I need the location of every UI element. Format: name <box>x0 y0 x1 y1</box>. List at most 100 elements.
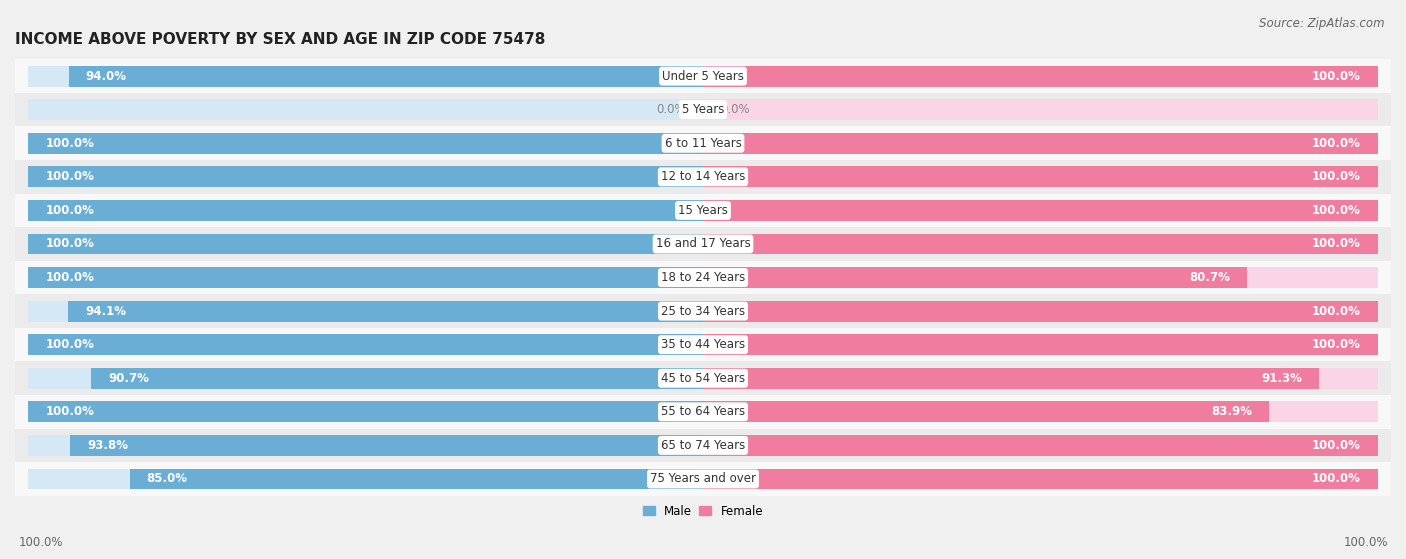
Bar <box>703 435 1378 456</box>
Bar <box>703 200 1378 221</box>
Bar <box>28 133 703 154</box>
Bar <box>28 401 703 422</box>
Bar <box>15 295 1391 328</box>
Bar <box>703 267 1247 288</box>
Text: 100.0%: 100.0% <box>45 271 94 284</box>
Bar <box>15 59 1391 93</box>
Text: 100.0%: 100.0% <box>1312 238 1361 250</box>
Text: 0.0%: 0.0% <box>657 103 686 116</box>
Text: 65 to 74 Years: 65 to 74 Years <box>661 439 745 452</box>
Text: 94.0%: 94.0% <box>86 70 127 83</box>
Bar <box>70 435 703 456</box>
Bar <box>15 160 1391 193</box>
Text: 100.0%: 100.0% <box>45 238 94 250</box>
Text: 91.3%: 91.3% <box>1261 372 1302 385</box>
Bar <box>703 133 1378 154</box>
Bar <box>703 468 1378 489</box>
Bar <box>129 468 703 489</box>
Bar <box>28 401 703 422</box>
Bar <box>703 234 1378 254</box>
Bar <box>69 301 703 321</box>
Bar <box>15 260 1391 295</box>
Bar <box>28 234 703 254</box>
Text: 15 Years: 15 Years <box>678 204 728 217</box>
Bar <box>703 368 1378 389</box>
Bar <box>28 468 703 489</box>
Bar <box>69 66 703 87</box>
Bar <box>28 66 703 87</box>
Bar <box>15 362 1391 395</box>
Bar <box>28 368 703 389</box>
Bar <box>28 200 703 221</box>
Text: 100.0%: 100.0% <box>45 137 94 150</box>
Text: 25 to 34 Years: 25 to 34 Years <box>661 305 745 318</box>
Bar <box>703 167 1378 187</box>
Bar <box>15 227 1391 260</box>
Bar <box>703 301 1378 321</box>
Text: 35 to 44 Years: 35 to 44 Years <box>661 338 745 351</box>
Bar <box>28 100 703 120</box>
Text: 5 Years: 5 Years <box>682 103 724 116</box>
Bar <box>703 301 1378 321</box>
Text: 100.0%: 100.0% <box>1312 170 1361 183</box>
Bar <box>28 267 703 288</box>
Text: 16 and 17 Years: 16 and 17 Years <box>655 238 751 250</box>
Bar <box>28 435 703 456</box>
Text: 100.0%: 100.0% <box>45 338 94 351</box>
Bar <box>28 301 703 321</box>
Bar <box>703 334 1378 355</box>
Text: 100.0%: 100.0% <box>1312 338 1361 351</box>
Text: Source: ZipAtlas.com: Source: ZipAtlas.com <box>1260 17 1385 30</box>
Text: 93.8%: 93.8% <box>87 439 128 452</box>
Bar <box>15 328 1391 362</box>
Text: 100.0%: 100.0% <box>45 170 94 183</box>
Bar <box>28 334 703 355</box>
Text: Under 5 Years: Under 5 Years <box>662 70 744 83</box>
Bar <box>15 395 1391 429</box>
Bar <box>703 133 1378 154</box>
Bar <box>703 267 1378 288</box>
Bar <box>28 167 703 187</box>
Text: 18 to 24 Years: 18 to 24 Years <box>661 271 745 284</box>
Text: 100.0%: 100.0% <box>1312 439 1361 452</box>
Bar <box>703 200 1378 221</box>
Text: 90.7%: 90.7% <box>108 372 149 385</box>
Text: 55 to 64 Years: 55 to 64 Years <box>661 405 745 418</box>
Bar <box>703 401 1378 422</box>
Text: 80.7%: 80.7% <box>1189 271 1230 284</box>
Text: 85.0%: 85.0% <box>146 472 187 485</box>
Text: 100.0%: 100.0% <box>1343 536 1388 549</box>
Text: 6 to 11 Years: 6 to 11 Years <box>665 137 741 150</box>
Text: 100.0%: 100.0% <box>45 405 94 418</box>
Bar <box>15 126 1391 160</box>
Bar <box>703 234 1378 254</box>
Bar <box>703 167 1378 187</box>
Text: 83.9%: 83.9% <box>1211 405 1253 418</box>
Bar <box>703 468 1378 489</box>
Bar <box>703 334 1378 355</box>
Text: 45 to 54 Years: 45 to 54 Years <box>661 372 745 385</box>
Bar <box>28 267 703 288</box>
Text: INCOME ABOVE POVERTY BY SEX AND AGE IN ZIP CODE 75478: INCOME ABOVE POVERTY BY SEX AND AGE IN Z… <box>15 32 546 47</box>
Text: 100.0%: 100.0% <box>18 536 63 549</box>
Bar <box>28 167 703 187</box>
Bar <box>28 234 703 254</box>
Text: 100.0%: 100.0% <box>1312 204 1361 217</box>
Bar <box>15 93 1391 126</box>
Bar <box>91 368 703 389</box>
Bar <box>703 401 1268 422</box>
Legend: Male, Female: Male, Female <box>638 500 768 522</box>
Bar <box>703 100 1378 120</box>
Text: 100.0%: 100.0% <box>45 204 94 217</box>
Bar <box>703 368 1319 389</box>
Text: 100.0%: 100.0% <box>1312 70 1361 83</box>
Text: 100.0%: 100.0% <box>1312 305 1361 318</box>
Text: 0.0%: 0.0% <box>720 103 749 116</box>
Bar <box>15 429 1391 462</box>
Bar <box>15 193 1391 227</box>
Bar <box>28 133 703 154</box>
Bar <box>703 66 1378 87</box>
Text: 12 to 14 Years: 12 to 14 Years <box>661 170 745 183</box>
Bar <box>15 462 1391 496</box>
Text: 94.1%: 94.1% <box>86 305 127 318</box>
